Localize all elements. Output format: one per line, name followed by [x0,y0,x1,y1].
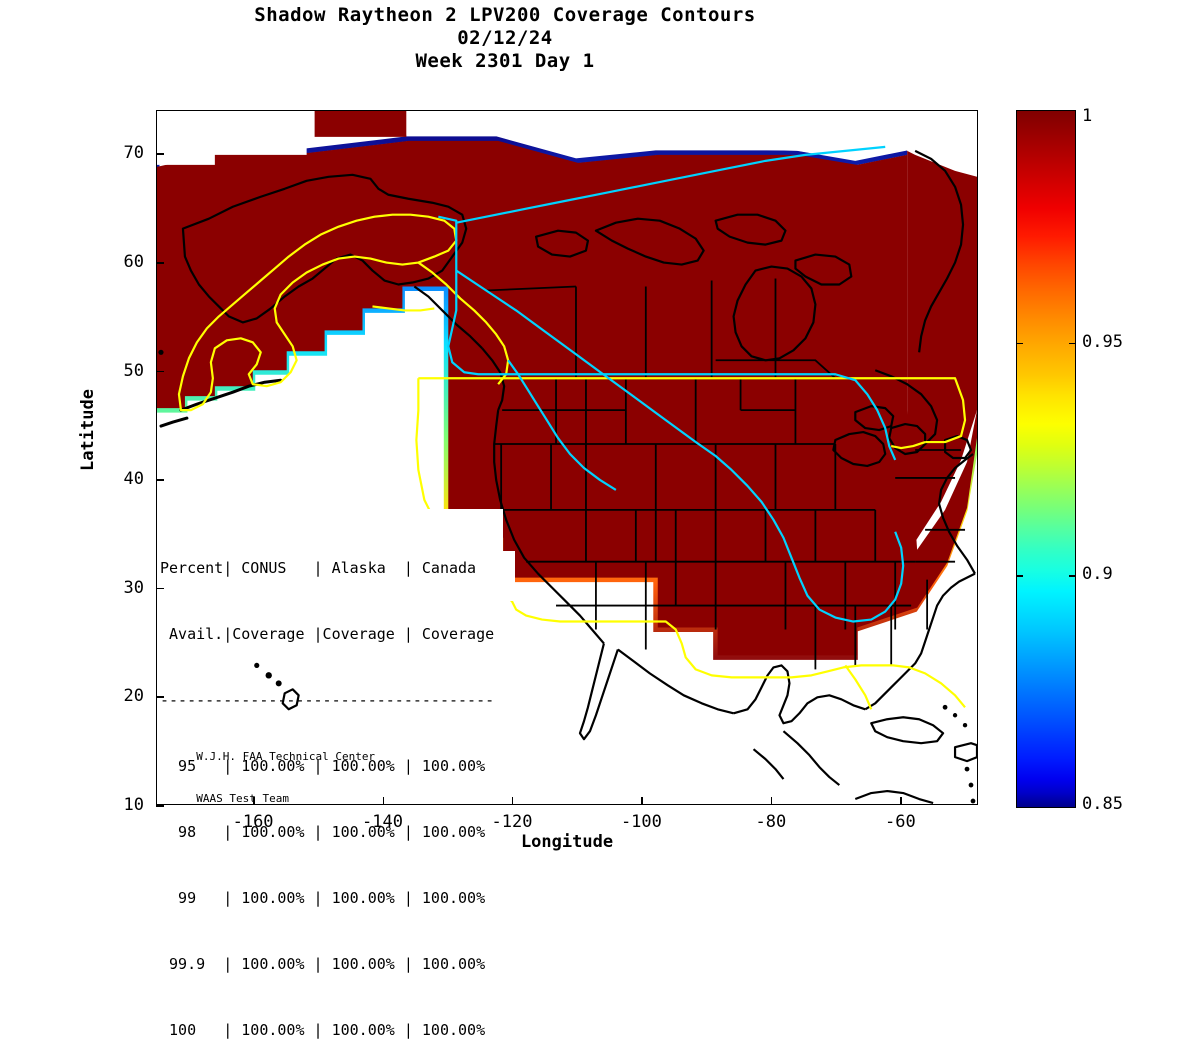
y-tick-label: 60 [123,252,144,273]
y-tickmark [156,805,164,807]
y-tickmark [156,262,164,264]
colorbar-tick-label: 0.9 [1082,564,1113,585]
credit-block: W.J.H. FAA Technical Center WAAS Test Te… [183,736,375,806]
y-tickmark [156,370,164,373]
table-row: 99.9 | 100.00% | 100.00% | 100.00% [160,955,486,973]
x-tick-label: -80 [755,812,787,832]
x-tickmark [382,797,385,805]
y-tick-label: 40 [123,469,144,490]
credit-line-2: WAAS Test Team [196,792,289,805]
map-plot-area [156,110,978,805]
x-tickmark [900,797,902,805]
colorbar-tick-label: 0.85 [1082,794,1123,814]
coastlines [158,149,977,804]
y-tick-label: 70 [123,143,144,164]
chart-title-line-2: 02/12/24 [457,27,553,49]
stats-header-row-1: Percent| CONUS | Alaska | Canada [160,559,477,577]
table-row: 95 | 100.00% | 100.00% | 100.00% [160,757,486,775]
colorbar-tickmark [1016,575,1023,577]
x-tickmark [253,797,255,805]
y-tick-label: 50 [123,360,144,381]
y-tickmark [156,153,164,155]
y-tick-label: 10 [123,795,144,815]
x-tick-label: -120 [491,812,533,832]
chart-title-block: Shadow Raytheon 2 LPV200 Coverage Contou… [0,4,1010,73]
x-tick-label: -140 [362,812,403,832]
stats-table-backdrop-step2 [157,599,505,657]
y-tickmark [156,479,164,481]
table-row: 100 | 100.00% | 100.00% | 100.00% [160,1021,486,1039]
y-tickmark [156,587,164,590]
chart-title-line-3: Week 2301 Day 1 [415,50,595,72]
chart-title-line-1: Shadow Raytheon 2 LPV200 Coverage Contou… [254,4,756,26]
credit-line-1: W.J.H. FAA Technical Center [196,750,376,763]
table-row: 98 | 100.00% | 100.00% | 100.00% [160,823,486,841]
colorbar-tick-label: 1 [1082,106,1093,126]
x-tick-label: -100 [620,812,662,832]
y-tickmark [156,696,164,698]
x-tickmark [641,797,643,805]
colorbar-tickmark [1069,342,1076,345]
coverage-map-svg [157,111,977,804]
stats-table-backdrop-step1 [157,551,515,601]
stats-divider: ------------------------------------- [160,691,495,709]
x-tick-label: -60 [884,812,916,832]
stats-header-row-2: Avail.|Coverage |Coverage | Coverage [160,625,495,643]
colorbar-tickmark [1016,342,1023,345]
colorbar-gradient [1016,110,1076,808]
canada-province-borders [486,278,836,379]
y-tick-label: 20 [123,686,144,707]
x-tick-label: -160 [232,812,274,832]
colorbar-tick-label: 0.95 [1082,331,1123,352]
colorbar[interactable]: 1 0.95 0.9 0.85 [1016,106,1123,814]
x-tickmark [511,797,514,805]
y-tick-label: 30 [123,577,144,598]
colorbar-tickmark [1069,575,1076,577]
canada-boundary [438,145,905,623]
table-row: 99 | 100.00% | 100.00% | 100.00% [160,889,486,907]
x-axis-label: Longitude [520,832,614,852]
x-tickmark [770,797,773,805]
